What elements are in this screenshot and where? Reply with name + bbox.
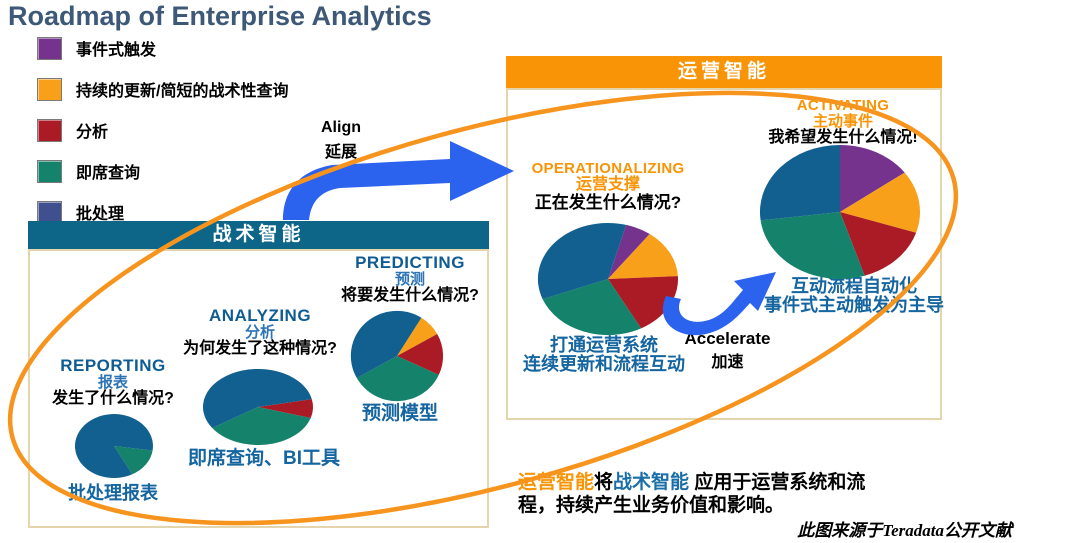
summary-seg-operational: 运营智能: [518, 472, 595, 493]
source-note: 此图来源于Teradata公开文献: [797, 521, 1012, 540]
orange-swatch-icon: [37, 77, 62, 101]
page-title: Roadmap of Enterprise Analytics: [8, 1, 432, 31]
teal-swatch-icon: [37, 159, 62, 183]
stage-subtitle: 预测: [394, 270, 425, 288]
red-swatch-icon: [37, 118, 62, 142]
accelerate-arrow-sublabel: 加速: [711, 354, 744, 371]
stage-question: 发生了什么情况?: [52, 389, 174, 407]
accelerate-arrow-label: Accelerate: [684, 329, 771, 348]
stage-question: 我希望发生什么情况!: [768, 128, 918, 146]
summary-sentence: 运营智能将战术智能 应用于运营系统和流程，持续产生业务价值和影响。: [518, 471, 886, 517]
caption-activating: 互动流程自动化 事件式主动触发为主导: [734, 277, 974, 315]
stage-predicting: PREDICTING 预测 将要发生什么情况?: [310, 254, 510, 304]
caption-line: 互动流程自动化: [791, 276, 917, 296]
stage-question: 为何发生了这种情况?: [183, 339, 337, 357]
align-arrow-label: Align: [321, 119, 361, 136]
caption-prediction-model: 预测模型: [361, 403, 438, 424]
caption-batch-reports: 批处理报表: [68, 483, 158, 503]
stage-subtitle: 运营支撑: [575, 175, 640, 193]
caption-adhoc-bi-tools: 即席查询、BI工具: [187, 448, 340, 469]
stage-name: ANALYZING: [208, 306, 312, 325]
stage-question: 正在发生什么情况?: [534, 192, 682, 212]
stage-subtitle: 报表: [97, 373, 128, 391]
stage-analyzing: ANALYZING 分析 为何发生了这种情况?: [160, 307, 360, 357]
legend-label: 持续的更新/简短的战术性查询: [76, 83, 289, 100]
stage-name: ACTIVATING: [796, 97, 890, 114]
stage-subtitle: 主动事件: [812, 112, 873, 130]
stage-activating: ACTIVATING 主动事件 我希望发生什么情况!: [743, 98, 943, 146]
align-arrow-sublabel: 延展: [324, 144, 357, 161]
legend-item-continuous-update: 持续的更新/简短的战术性查询: [37, 77, 288, 101]
stage-question: 将要发生什么情况?: [341, 286, 479, 304]
stage-subtitle: 分析: [244, 323, 275, 341]
legend-item-adhoc-query: 即席查询: [37, 159, 288, 183]
tactical-box-header: 战术智能: [28, 221, 489, 249]
stage-name: OPERATIONALIZING: [531, 160, 685, 177]
stage-name: PREDICTING: [355, 253, 465, 272]
legend-label: 事件式触发: [76, 42, 157, 59]
stage-name: REPORTING: [60, 356, 166, 375]
caption-line: 事件式主动触发为主导: [764, 294, 944, 315]
stage-reporting: REPORTING 报表 发生了什么情况?: [13, 357, 213, 407]
operational-box-header: 运营智能: [506, 56, 942, 88]
legend-item-event-trigger: 事件式触发: [37, 36, 288, 60]
legend-label: 分析: [76, 124, 109, 141]
purple-swatch-icon: [37, 36, 62, 60]
summary-seg-tactical: 战术智能: [613, 472, 690, 493]
legend: 事件式触发 持续的更新/简短的战术性查询 分析 即席查询 批处理: [37, 36, 288, 224]
legend-label: 即席查询: [76, 165, 141, 182]
stage-operationalizing: OPERATIONALIZING 运营支撑 正在发生什么情况?: [508, 161, 708, 211]
legend-item-analysis: 分析: [37, 118, 288, 142]
summary-seg-jiang: 将: [594, 472, 614, 493]
